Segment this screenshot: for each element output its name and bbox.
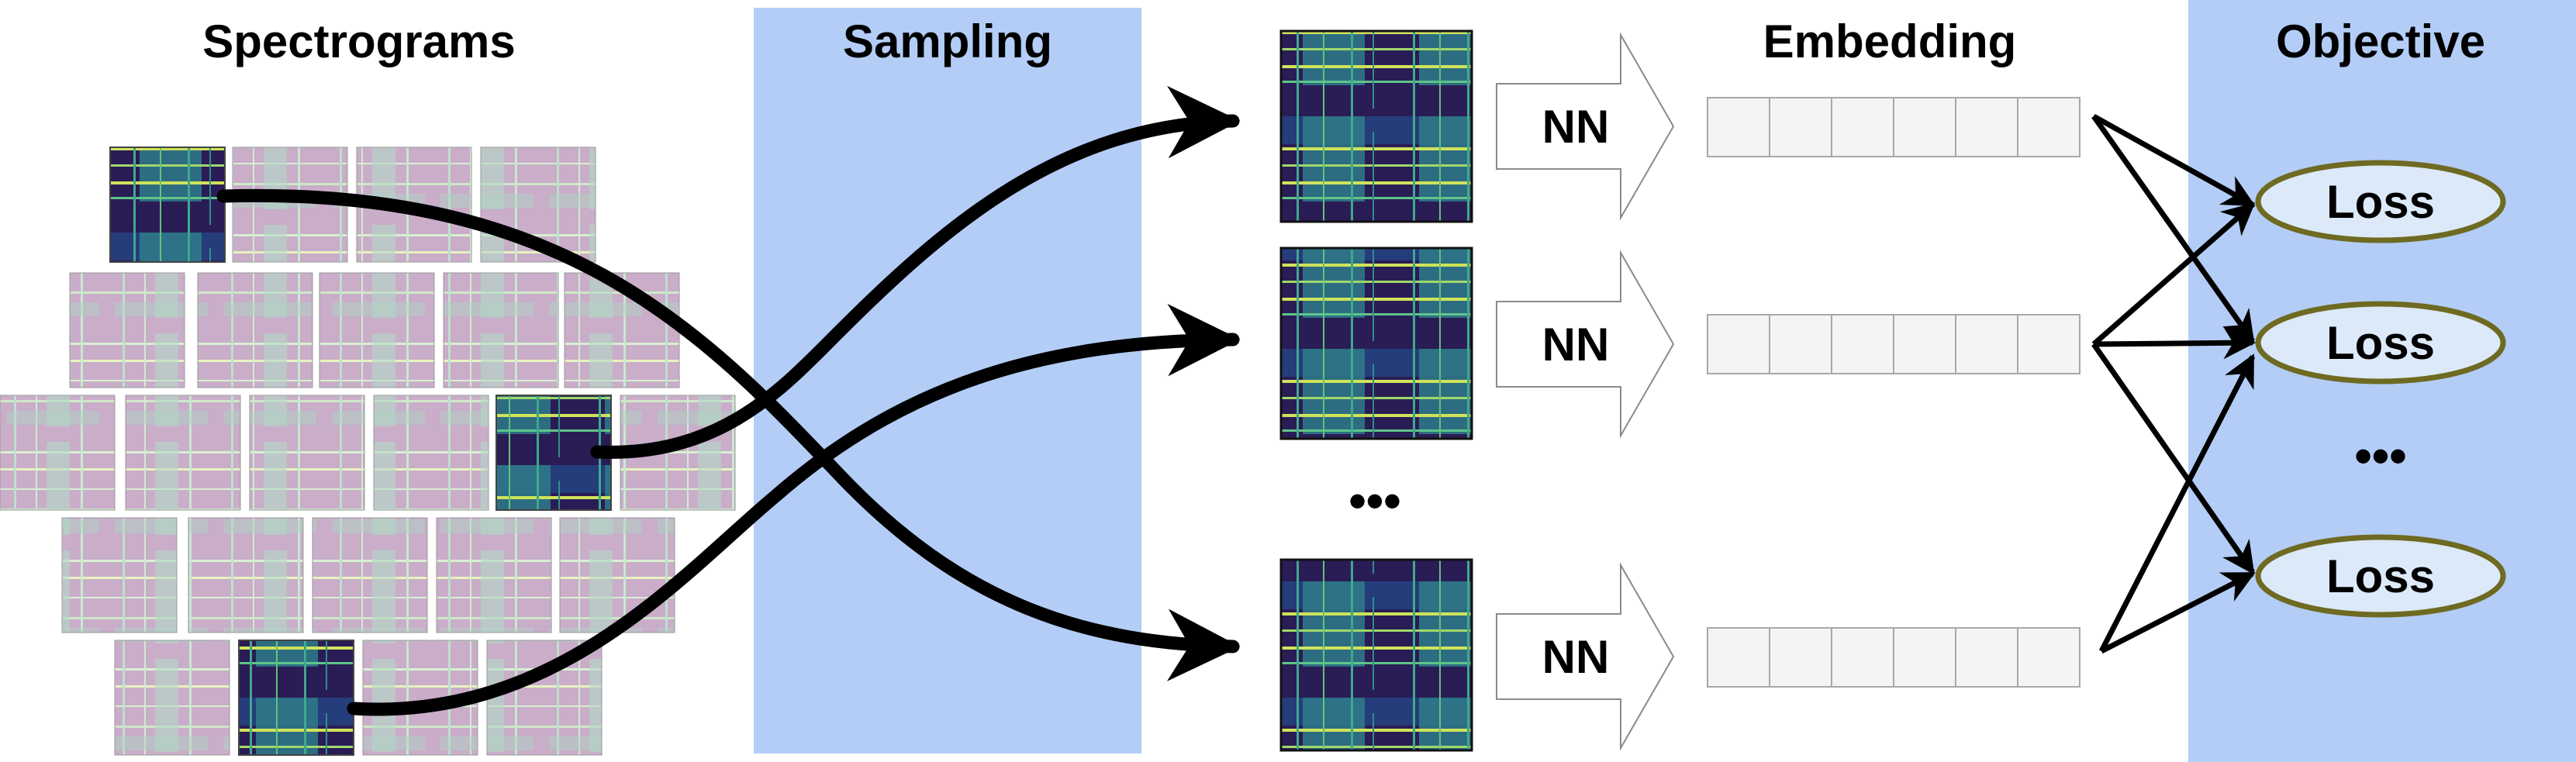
arrow-e3-l2 — [2098, 353, 2256, 653]
embedding-vector-1 — [1707, 97, 2080, 157]
arrow-e1-l1 — [2092, 113, 2256, 208]
spectrogram-thumbnail — [0, 395, 116, 511]
nn-label-2: NN — [1542, 319, 1610, 371]
spectrogram-thumbnail — [69, 272, 185, 388]
samples-ellipsis: ••• — [1348, 473, 1400, 529]
sampled-spectrogram-1 — [1279, 29, 1473, 223]
sampling-arrow-1 — [216, 188, 1241, 681]
spectrogram-thumbnail — [559, 517, 675, 633]
sampled-spectrogram-2 — [1279, 247, 1473, 440]
spectrogram-thumbnail — [373, 395, 489, 511]
nn-block-arrow-1: NN — [1496, 32, 1675, 221]
loss-node-3: Loss — [2255, 534, 2506, 618]
sampling-arrow-3 — [347, 303, 1241, 716]
spectrogram-thumbnail — [249, 395, 365, 511]
spectrogram-thumbnail — [436, 517, 552, 633]
objective-title: Objective — [2276, 16, 2485, 67]
arrow-e3-l3 — [2100, 571, 2256, 654]
embedding-vector-3 — [1707, 627, 2080, 688]
spectrogram-thumbnail — [109, 147, 226, 263]
embedding-vectors — [1707, 97, 2080, 688]
spectrogram-thumbnail — [238, 640, 354, 756]
arrow-e2-l1 — [2091, 202, 2256, 347]
arrow-e2-l3 — [2091, 342, 2255, 575]
sampling-arrow-2 — [590, 85, 1241, 459]
loss-label-3: Loss — [2326, 550, 2435, 602]
embedding-title: Embedding — [1763, 16, 2017, 67]
embedding-vector-2 — [1707, 314, 2080, 374]
sampled-spectrogram-3 — [1279, 558, 1473, 752]
spectrogram-thumbnail — [312, 517, 428, 633]
loss-nodes: Loss Loss ••• Loss — [2255, 160, 2506, 618]
spectrogram-thumbnail — [319, 272, 435, 388]
loss-label-1: Loss — [2326, 176, 2435, 228]
spectrogram-thumbnail — [197, 272, 313, 388]
nn-label-3: NN — [1542, 631, 1610, 683]
spectrogram-thumbnail — [443, 272, 559, 388]
loss-connection-arrows — [2091, 113, 2257, 654]
arrow-e1-l2 — [2091, 114, 2255, 344]
sampled-spectrograms: ••• — [1279, 29, 1473, 752]
nn-block-arrow-2: NN — [1496, 250, 1675, 439]
loss-node-2: Loss — [2255, 301, 2506, 384]
sampling-title: Sampling — [843, 16, 1052, 67]
loss-ellipsis: ••• — [2354, 428, 2406, 484]
spectrograms-title: Spectrograms — [202, 16, 515, 67]
loss-node-1: Loss — [2255, 160, 2506, 243]
nn-block-arrow-3: NN — [1496, 562, 1675, 751]
loss-label-2: Loss — [2326, 317, 2435, 369]
spectrogram-thumbnail — [61, 517, 178, 633]
nn-blocks: NN NN NN — [1496, 32, 1675, 751]
spectrogram-thumbnail — [188, 517, 304, 633]
spectrogram-thumbnail — [486, 640, 603, 756]
sampling-arrows — [216, 85, 1241, 716]
sampling-panel — [754, 8, 1141, 753]
arrow-e2-l2 — [2093, 326, 2257, 360]
nn-label-1: NN — [1542, 101, 1610, 153]
spectrogram-thumbnail — [114, 640, 230, 756]
spectrogram-thumbnail — [125, 395, 241, 511]
